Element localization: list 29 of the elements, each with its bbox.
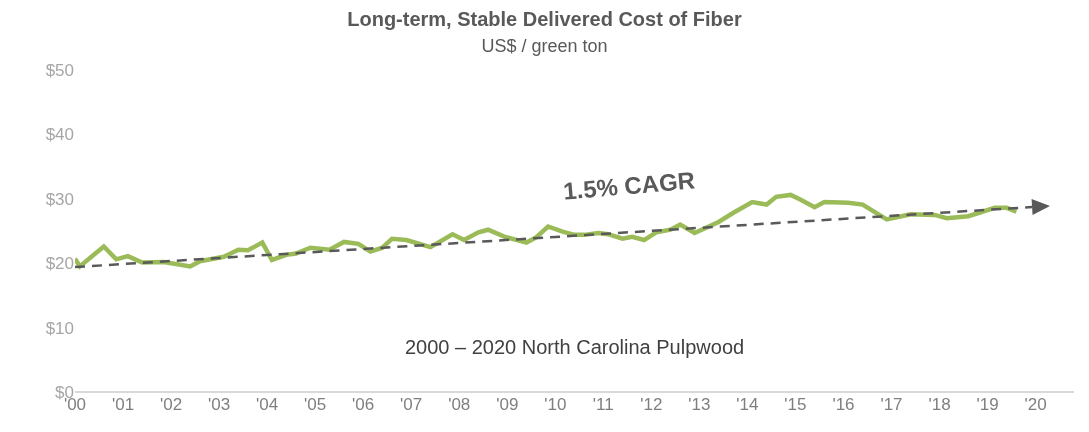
x-tick-label: '08	[448, 395, 471, 414]
y-tick-label: $20	[45, 254, 74, 274]
x-tick-label: '14	[736, 395, 759, 414]
y-tick-label: $30	[45, 189, 74, 209]
x-tick-label: '17	[880, 395, 903, 414]
x-tick-label: '11	[592, 395, 614, 414]
x-tick-label: '06	[352, 395, 375, 414]
x-tick-label: '20	[1024, 395, 1047, 414]
x-tick-label: '03	[208, 395, 231, 414]
x-tick-label: '04	[256, 395, 279, 414]
x-tick-label: '16	[832, 395, 855, 414]
annotation: 2000 – 2020 North Carolina Pulpwood	[405, 336, 745, 358]
x-tick-label: '09	[496, 395, 519, 414]
annotation: 1.5% CAGR	[562, 166, 696, 205]
x-tick-label: '18	[928, 395, 951, 414]
x-tick-label: '15	[784, 395, 807, 414]
x-tick-label: '02	[159, 395, 183, 414]
x-tick-label: '10	[544, 395, 567, 414]
x-tick-label: '07	[400, 395, 423, 414]
y-tick-label: $10	[45, 318, 74, 338]
y-tick-label: $50	[45, 60, 74, 80]
x-tick-label: '05	[304, 395, 327, 414]
x-tick-label: '12	[640, 395, 663, 414]
x-tick-label: '13	[688, 395, 711, 414]
chart-subtitle: US$ / green ton	[481, 35, 608, 56]
y-tick-label: $40	[45, 125, 74, 145]
x-tick-label: '01	[111, 395, 135, 414]
chart-title: Long-term, Stable Delivered Cost of Fiber	[347, 7, 742, 30]
x-tick-label: '19	[976, 395, 999, 414]
